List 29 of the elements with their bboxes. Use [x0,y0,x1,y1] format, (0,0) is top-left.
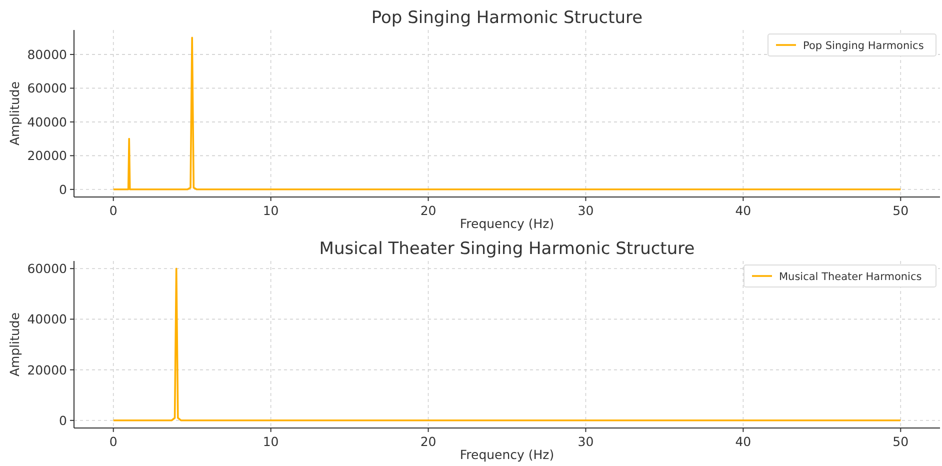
y-tick-label: 0 [59,412,68,428]
x-axis-title: Frequency (Hz) [460,447,554,462]
x-tick-label: 30 [578,203,594,218]
y-tick-label: 20000 [27,362,68,378]
y-tick-label: 40000 [27,114,68,130]
x-axis-title: Frequency (Hz) [460,216,554,231]
y-axis-title: Amplitude [7,312,22,377]
x-tick-label: 30 [578,434,594,449]
x-tick-label: 0 [109,434,118,449]
x-tick-label: 40 [735,434,752,449]
y-tick-label: 80000 [27,46,68,62]
y-tick-label: 20000 [27,148,68,164]
chart-title: Musical Theater Singing Harmonic Structure [319,239,695,259]
y-tick-label: 40000 [27,312,68,327]
x-tick-label: 20 [420,434,436,449]
x-tick-label: 20 [420,203,436,218]
x-tick-label: 10 [262,203,279,218]
y-axis-title: Amplitude [7,81,22,146]
chart-title: Pop Singing Harmonic Structure [371,8,643,28]
y-tick-label: 60000 [27,261,68,276]
x-tick-label: 50 [892,434,909,449]
legend-label: Musical Theater Harmonics [779,271,922,283]
y-tick-label: 60000 [27,80,68,96]
x-tick-label: 50 [892,203,909,218]
y-tick-label: 0 [59,182,68,197]
x-tick-label: 40 [735,203,752,218]
x-tick-label: 0 [109,203,118,218]
legend-label: Pop Singing Harmonics [803,40,924,52]
x-tick-label: 10 [262,434,279,449]
